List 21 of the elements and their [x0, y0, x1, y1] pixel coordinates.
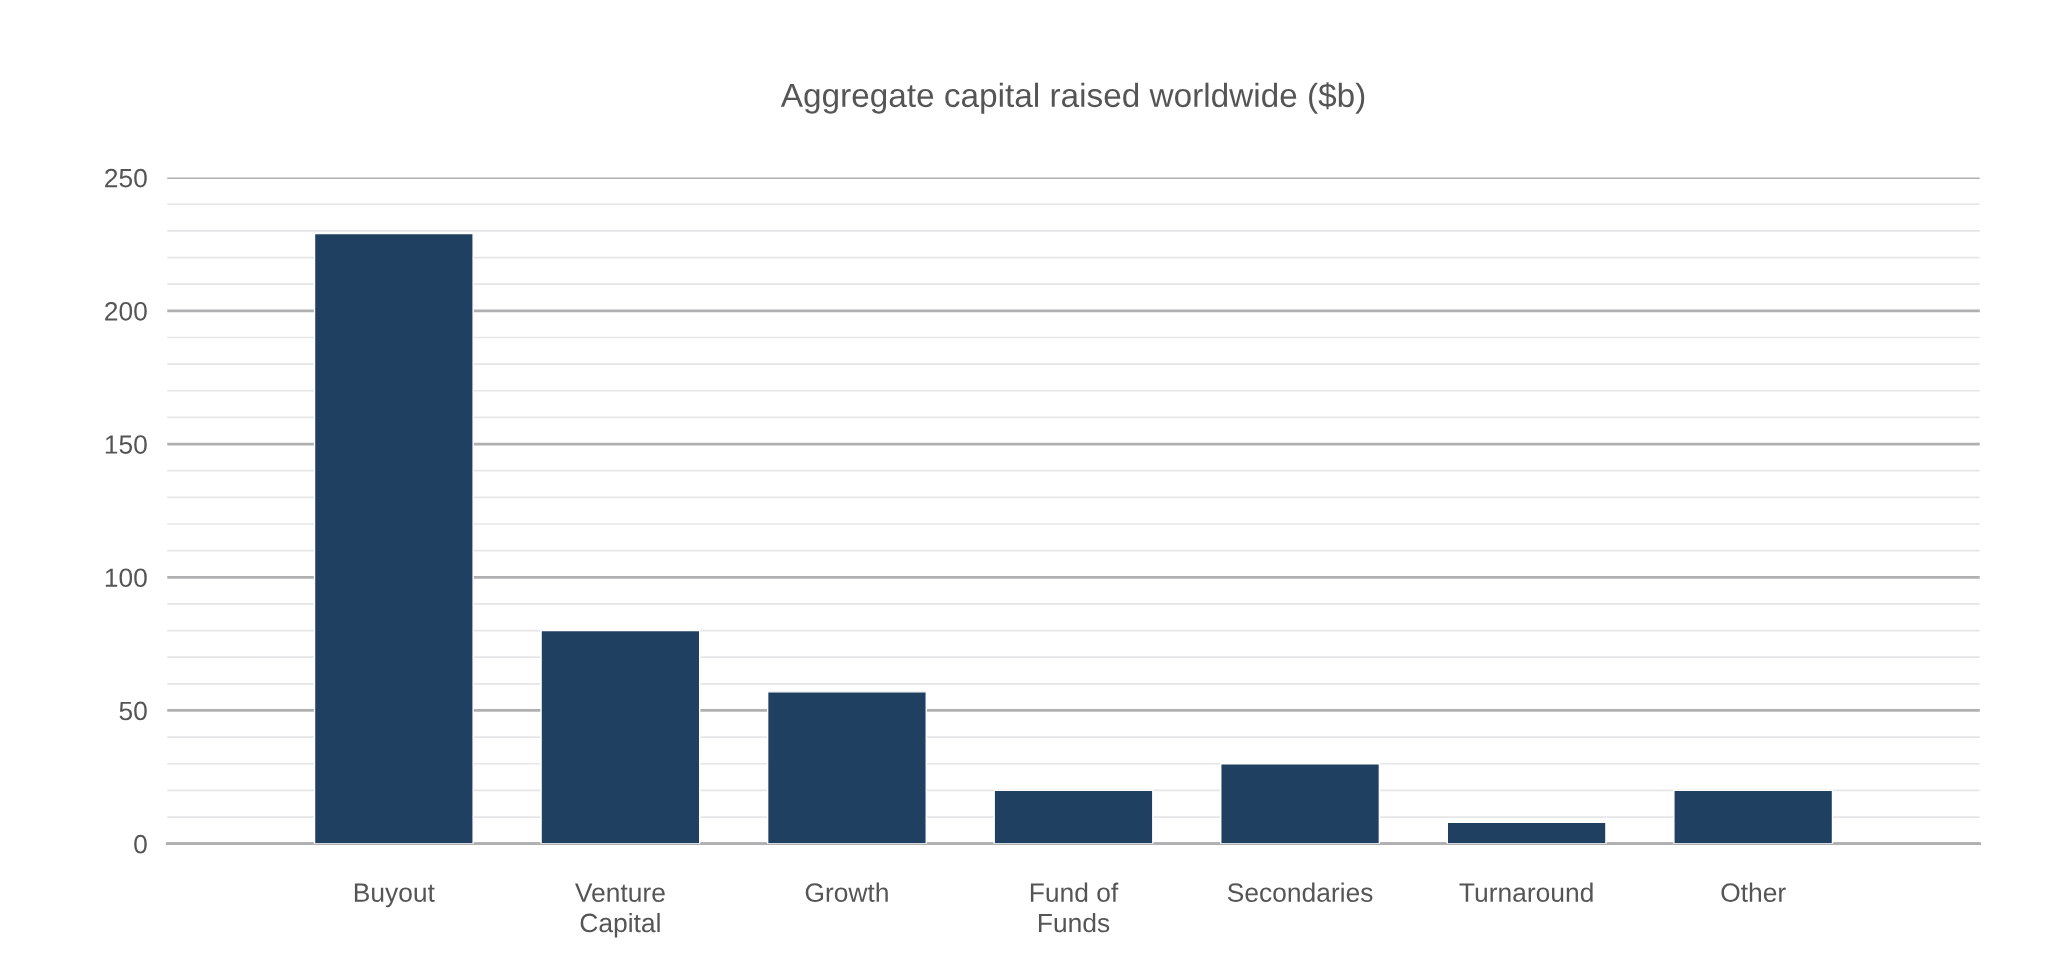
y-tick-label: 0 [134, 834, 147, 854]
bar [1220, 763, 1381, 844]
bar [993, 789, 1154, 844]
x-tick-label: Buyout [354, 883, 435, 908]
x-tick-label: Other [1721, 882, 1786, 902]
y-tick-label: 50 [119, 701, 147, 721]
bar [766, 691, 927, 844]
bar [540, 629, 701, 844]
x-tick-label: Secondaries [1227, 882, 1373, 902]
x-tick-label: Fund of Funds [1030, 882, 1119, 933]
x-tick-label: Growth [805, 882, 888, 902]
y-tick-label: 250 [105, 168, 147, 188]
x-tick-label: Venture Capital [575, 883, 665, 938]
y-tick-label: 100 [105, 568, 147, 588]
y-tick-label: 200 [105, 301, 147, 321]
bar [313, 232, 474, 844]
bar [1673, 789, 1834, 844]
y-tick-label: 150 [105, 435, 147, 454]
x-tick-label: Turnaround [1459, 882, 1593, 902]
chart-title: Aggregate capital raised worldwide ($b) [780, 82, 1365, 114]
bar [1446, 821, 1607, 844]
